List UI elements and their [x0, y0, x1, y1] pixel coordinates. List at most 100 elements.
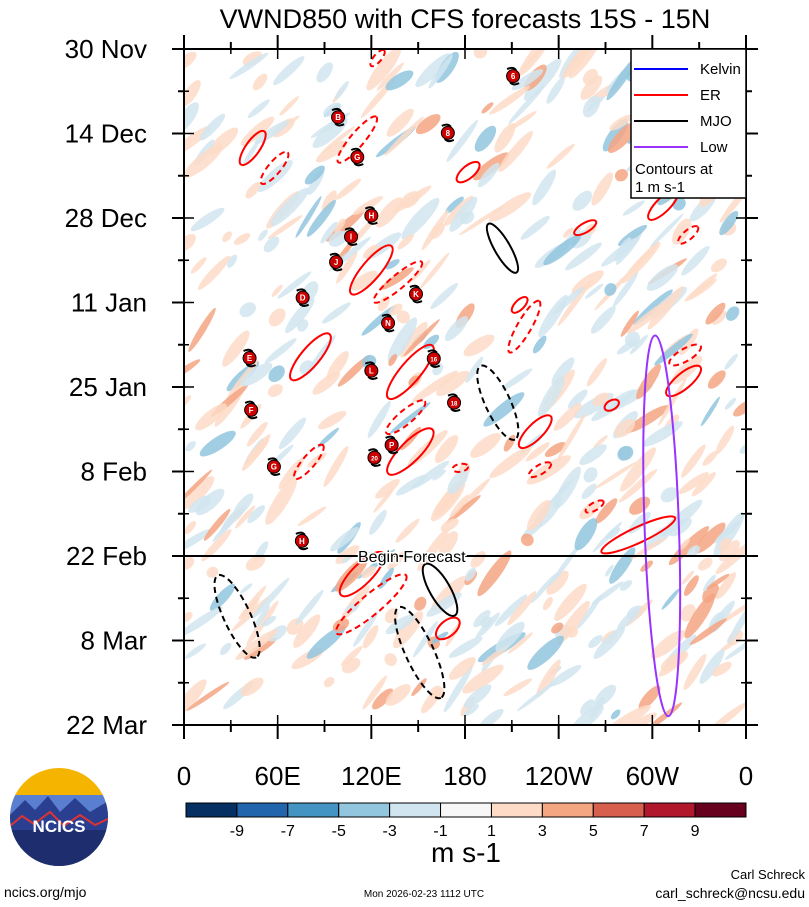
shading-cell [277, 271, 312, 299]
shading-cell [660, 487, 678, 503]
shading-cell [582, 68, 599, 85]
shading-cell [184, 395, 192, 407]
storm-marker: 6 [506, 66, 521, 86]
shading-cell [489, 446, 532, 479]
storm-label: D [300, 294, 306, 303]
contour-mjo [421, 562, 459, 617]
shading-cell [527, 635, 564, 670]
contour-er [434, 616, 461, 641]
shading-cell [584, 283, 604, 299]
colorbar-swatch [592, 802, 645, 818]
shading-cell [186, 681, 230, 711]
shading-cell [190, 257, 207, 274]
x-tick-label: 60W [626, 761, 680, 791]
shading-cell [520, 533, 534, 547]
shading-cell [408, 375, 420, 386]
storm-label: 20 [371, 457, 378, 463]
shading-cell [739, 443, 746, 454]
shading-cell [612, 271, 639, 308]
shading-cell [233, 493, 254, 518]
colorbar-label: 9 [691, 823, 700, 840]
shading-cell [385, 70, 414, 91]
shading-cell [532, 335, 547, 354]
shading-cell [711, 661, 732, 677]
shading-cell [419, 252, 450, 289]
y-tick-label: 8 Feb [81, 457, 148, 487]
shading-cell [618, 469, 658, 503]
shading-cell [576, 595, 602, 629]
shading-cell [459, 204, 505, 236]
storm-marker: 20 [367, 448, 382, 467]
storm-marker: 18 [447, 393, 462, 412]
contour-low [642, 334, 682, 718]
shading-cell [646, 264, 679, 292]
shading-cell [385, 259, 400, 270]
shading-cell [617, 608, 640, 630]
shading-cell [687, 545, 700, 557]
shading-cell [647, 285, 684, 330]
shading-cell [264, 338, 297, 364]
contour-er [372, 260, 424, 304]
y-tick-label: 28 Dec [65, 203, 147, 233]
shading-cell [609, 114, 633, 131]
shading-cell [658, 377, 687, 426]
storm-marker: I [344, 227, 359, 246]
shading-cell [507, 591, 537, 626]
shading-cell [315, 140, 348, 163]
shading-cell [494, 123, 516, 153]
shading-cell [361, 565, 377, 579]
contour-er [451, 462, 470, 473]
shading-cell [462, 664, 504, 694]
shading-cell [252, 73, 268, 91]
colorbar-swatch [185, 802, 238, 818]
shading-cell [620, 447, 656, 492]
shading-cell [536, 659, 561, 698]
legend-entry-er: ER [634, 87, 721, 104]
colorbar-swatch [440, 802, 492, 818]
shading-cell [543, 234, 581, 266]
contour-er [338, 550, 386, 598]
shading-cell [199, 113, 226, 141]
colorbar-swatch [389, 802, 442, 818]
shading-cell [447, 469, 469, 494]
footer-email[interactable]: carl_schreck@ncsu.edu [655, 885, 805, 901]
shading-cell [551, 357, 575, 386]
shading-cell [702, 574, 717, 592]
shading-cell [415, 53, 451, 88]
shading-cell [679, 538, 690, 551]
shading-cell [604, 704, 651, 725]
shading-cell [271, 284, 283, 298]
shading-cell [362, 244, 380, 259]
storm-label: H [368, 212, 374, 221]
footer-url[interactable]: ncics.org/mjo [4, 884, 87, 900]
shading-cell [649, 213, 684, 248]
contour-er [259, 150, 290, 185]
shading-cell [706, 573, 730, 590]
colorbar-label: 7 [640, 823, 649, 840]
wind-anomaly-shading [184, 49, 746, 725]
shading-cell [636, 364, 662, 400]
contour-er [603, 398, 620, 412]
shading-cell [546, 143, 575, 169]
shading-cell [661, 588, 681, 610]
shading-cell [684, 593, 715, 639]
shading-cell [206, 566, 219, 578]
footer-timestamp: Mon 2026-02-23 1112 UTC [364, 889, 484, 900]
shading-cell [222, 330, 250, 367]
shading-cell [593, 435, 608, 449]
shading-cell [184, 233, 196, 252]
shading-cell [209, 583, 236, 612]
colorbar-label: -9 [230, 823, 244, 840]
shading-cell [537, 376, 565, 417]
shading-cell [395, 474, 427, 496]
shading-cell [384, 653, 397, 667]
legend-box [630, 48, 747, 199]
shading-cell [681, 444, 706, 478]
shading-cell [342, 657, 361, 674]
shading-cell [483, 392, 525, 427]
shading-cell [698, 557, 713, 571]
shading-cell [337, 355, 370, 387]
shading-cell [660, 651, 689, 671]
storm-marker: G [350, 147, 365, 167]
legend-note-line1: Contours at [635, 161, 713, 178]
